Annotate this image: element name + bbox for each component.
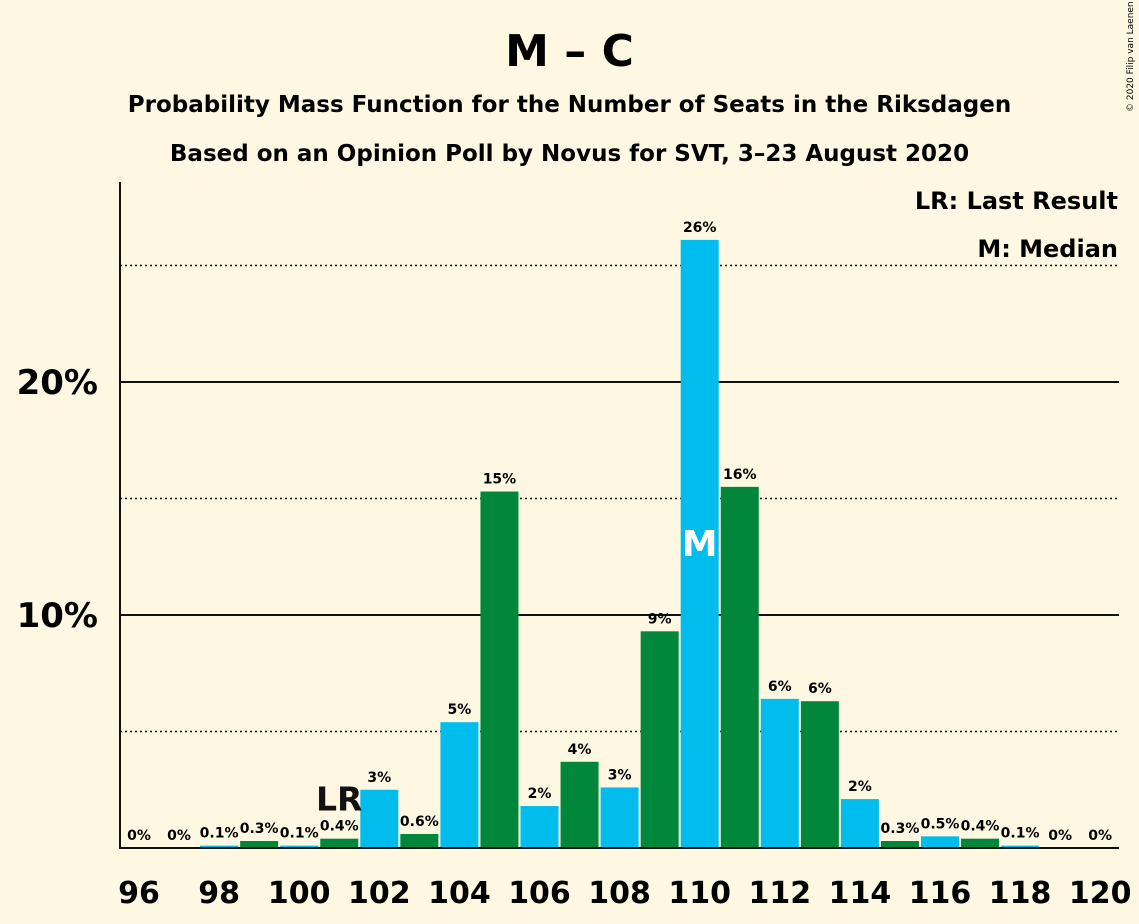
data-label: 0.4% (320, 819, 359, 835)
data-label: 0% (1088, 828, 1112, 844)
chart-title: M – C (505, 26, 634, 77)
x-tick-label: 96 (118, 876, 160, 911)
chart-subtitle-2: Based on an Opinion Poll by Novus for SV… (170, 141, 969, 167)
data-label: 2% (528, 786, 552, 802)
x-tick-label: 98 (198, 876, 240, 911)
data-label: 0% (127, 828, 151, 844)
bar (600, 787, 639, 848)
data-label: 0.6% (400, 814, 439, 830)
legend-median: M: Median (977, 235, 1118, 263)
bar (520, 806, 559, 848)
copyright-notice: © 2020 Filip van Laenen (1126, 1, 1136, 112)
data-label: 0.1% (200, 826, 239, 842)
x-tick-label: 110 (668, 876, 731, 911)
bar (280, 845, 319, 848)
bar (961, 838, 1000, 848)
bar (640, 631, 679, 848)
x-tick-label: 112 (748, 876, 811, 911)
x-tick-label: 102 (348, 876, 411, 911)
data-label: 9% (648, 611, 672, 627)
data-label: 3% (367, 770, 391, 786)
legend-last-result: LR: Last Result (915, 187, 1118, 215)
data-label: 5% (448, 702, 472, 718)
data-label: 0.5% (921, 816, 960, 832)
median-marker: M (682, 524, 718, 565)
data-label: 0.1% (280, 826, 319, 842)
bar (440, 722, 479, 848)
x-tick-label: 120 (1069, 876, 1132, 911)
bar (921, 836, 959, 848)
data-label: 16% (723, 467, 757, 483)
data-label: 0.3% (240, 821, 279, 837)
y-tick-label: 20% (17, 363, 98, 403)
bar (200, 845, 239, 848)
markers-group: LR M (316, 524, 718, 819)
data-labels-group: 0% 0% 0.1% 0.3% 0.1% 0.4%3%0.6%5%15%2%4%3%9%2… (127, 220, 1112, 844)
data-label: 0.3% (881, 821, 920, 837)
x-tick-label: 108 (588, 876, 651, 911)
data-label: 26% (683, 220, 717, 236)
bar (360, 789, 399, 848)
y-tick-label: 10% (17, 596, 98, 636)
bar (560, 761, 599, 848)
x-tick-label: 116 (909, 876, 972, 911)
x-tick-labels: 96 98 100 102 104 106 108 110 112 114 116 118 120 (118, 876, 1131, 911)
data-label: 3% (608, 767, 632, 783)
bar (240, 841, 279, 848)
data-label: 0.4% (961, 819, 1000, 835)
y-tick-labels: 10% 20% (17, 363, 98, 636)
data-label: 4% (568, 742, 592, 758)
x-tick-label: 114 (829, 876, 892, 911)
data-label: 0% (167, 828, 191, 844)
bar (800, 701, 839, 848)
data-label: 2% (848, 779, 872, 795)
bar (760, 698, 799, 848)
bar (880, 841, 919, 848)
x-tick-label: 104 (428, 876, 491, 911)
data-label: 0% (1048, 828, 1072, 844)
bar (840, 799, 879, 848)
data-label: 6% (808, 681, 832, 697)
last-result-marker: LR (316, 780, 362, 819)
bar (400, 834, 439, 848)
bars-group (200, 239, 1040, 848)
x-tick-label: 100 (268, 876, 331, 911)
bar (1001, 845, 1040, 848)
gridlines (120, 264, 1119, 733)
x-tick-label: 118 (989, 876, 1052, 911)
data-label: 6% (768, 679, 792, 695)
data-label: 15% (483, 472, 517, 488)
bar (480, 491, 519, 848)
data-label: 0.1% (1001, 826, 1040, 842)
chart-subtitle-1: Probability Mass Function for the Number… (128, 92, 1011, 118)
bar (720, 486, 759, 848)
bar (680, 239, 719, 848)
x-tick-label: 106 (508, 876, 571, 911)
bar (320, 838, 359, 848)
